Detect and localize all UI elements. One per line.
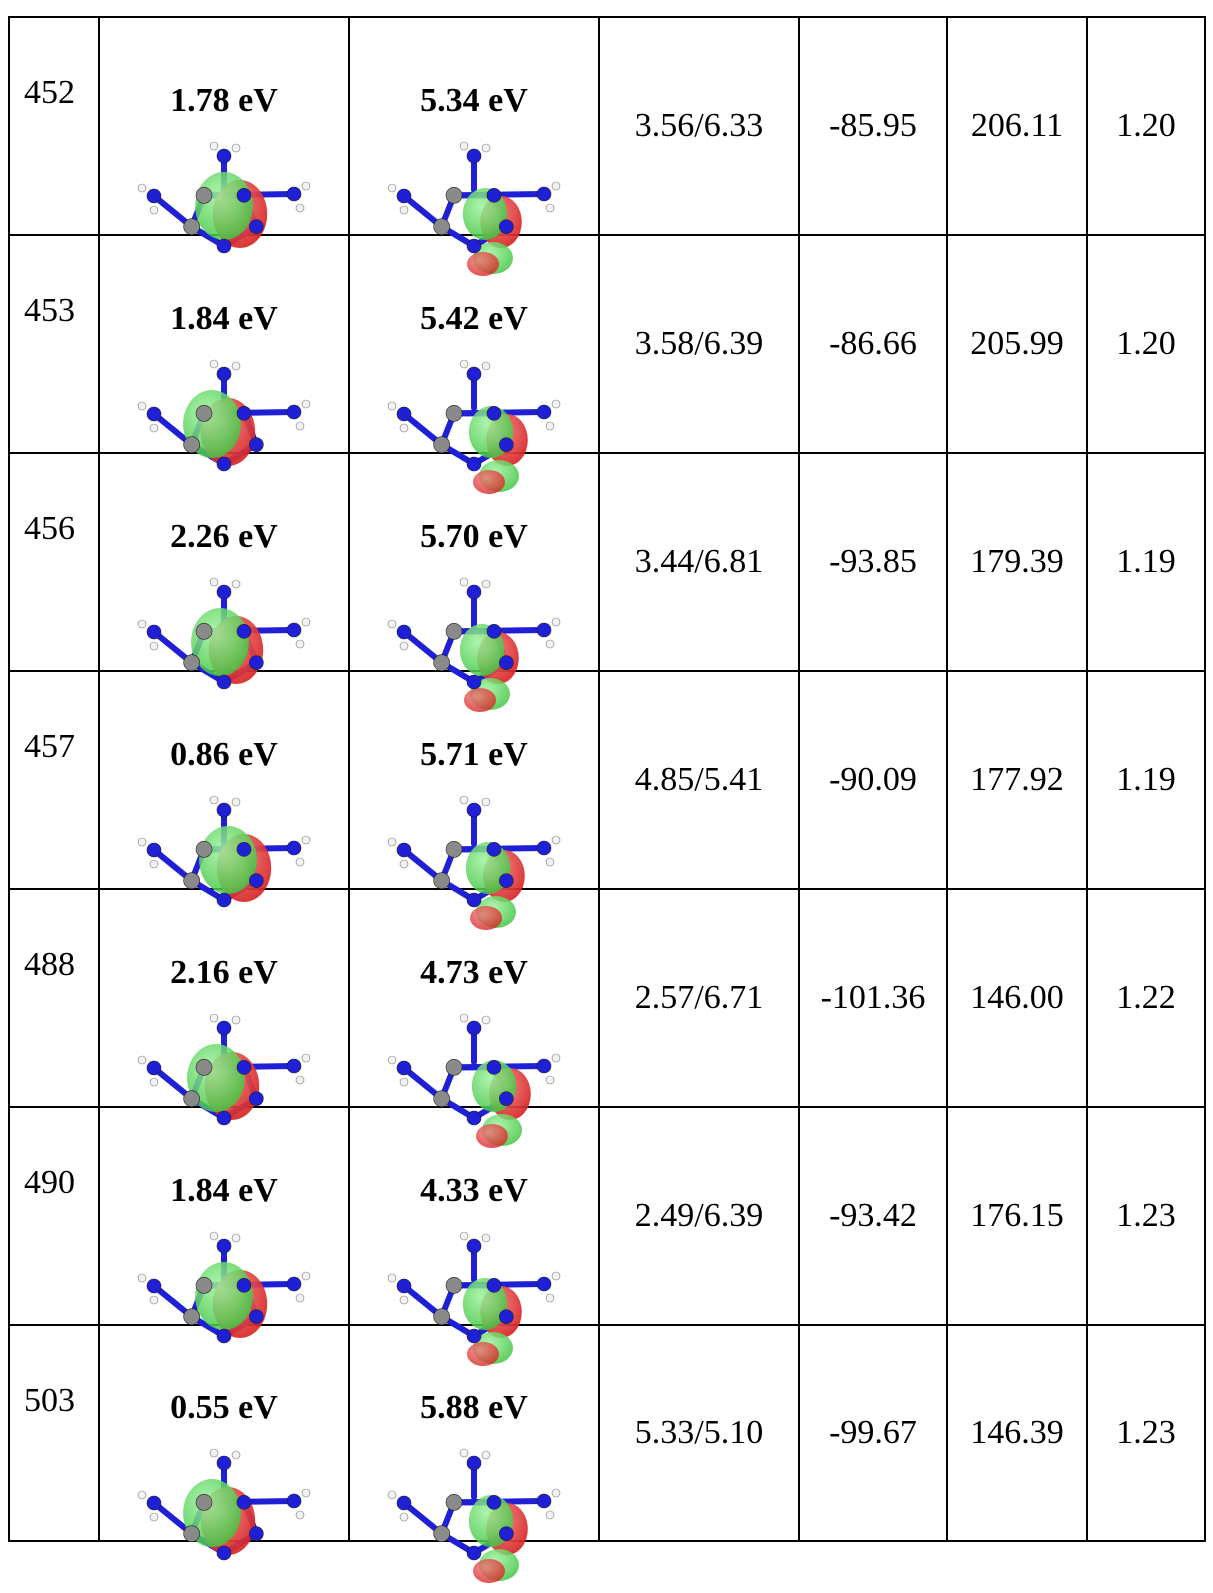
value-cell-3: 5.33/5.10 bbox=[598, 1324, 800, 1542]
value-cell-6: 1.19 bbox=[1086, 670, 1206, 890]
homo-energy-label: 1.78 eV bbox=[170, 82, 278, 119]
value-cell-3: 3.56/6.33 bbox=[598, 16, 800, 236]
lumo-orbital-cell: 5.34 eV bbox=[348, 16, 600, 276]
value-cell-5: 177.92 bbox=[946, 670, 1088, 890]
lumo-orbital-cell: 4.73 eV bbox=[348, 888, 600, 1148]
value-cell-3: 3.44/6.81 bbox=[598, 452, 800, 672]
homo-orbital-cell: 1.78 eV bbox=[98, 16, 350, 254]
lumo-energy-label: 5.70 eV bbox=[420, 518, 528, 555]
homo-orbital-cell: 0.86 eV bbox=[98, 670, 350, 908]
compound-id: 453 bbox=[8, 234, 100, 454]
value-cell-6: 1.23 bbox=[1086, 1106, 1206, 1326]
lumo-orbital-cell: 5.70 eV bbox=[348, 452, 600, 712]
value-cell-4: -90.09 bbox=[798, 670, 948, 890]
value-cell-5: 206.11 bbox=[946, 16, 1088, 236]
value-cell-5: 146.00 bbox=[946, 888, 1088, 1108]
homo-energy-label: 1.84 eV bbox=[170, 1172, 278, 1209]
homo-energy-label: 2.26 eV bbox=[170, 518, 278, 555]
lumo-energy-label: 4.73 eV bbox=[420, 954, 528, 991]
homo-energy-label: 2.16 eV bbox=[170, 954, 278, 991]
value-cell-4: -86.66 bbox=[798, 234, 948, 454]
homo-orbital-cell: 1.84 eV bbox=[98, 1106, 350, 1344]
molecule-orbital-graphic bbox=[137, 1231, 311, 1344]
table-row: 503 0.55 eV 5.88 eV 5.33/5.10 -99.67 146.39 1.… bbox=[8, 1324, 1206, 1583]
lumo-energy-label: 4.33 eV bbox=[420, 1172, 528, 1209]
value-cell-5: 176.15 bbox=[946, 1106, 1088, 1326]
homo-orbital-cell: 2.16 eV bbox=[98, 888, 350, 1126]
compound-id: 457 bbox=[8, 670, 100, 890]
lumo-orbital-cell: 5.42 eV bbox=[348, 234, 600, 494]
value-cell-4: -99.67 bbox=[798, 1324, 948, 1542]
value-cell-5: 205.99 bbox=[946, 234, 1088, 454]
homo-energy-label: 0.55 eV bbox=[170, 1389, 278, 1426]
value-cell-4: -93.85 bbox=[798, 452, 948, 672]
value-cell-3: 2.57/6.71 bbox=[598, 888, 800, 1108]
value-cell-4: -85.95 bbox=[798, 16, 948, 236]
value-cell-6: 1.20 bbox=[1086, 16, 1206, 236]
table-row: 488 2.16 eV 4.73 eV 2.57/6.71 -101.36 146.00 1… bbox=[8, 888, 1206, 1148]
homo-energy-label: 0.86 eV bbox=[170, 736, 278, 773]
lumo-energy-label: 5.34 eV bbox=[420, 82, 528, 119]
molecule-orbital-graphic bbox=[137, 359, 311, 472]
table-row: 453 1.84 eV 5.42 eV 3.58/6.39 -86.66 205.99 1.… bbox=[8, 234, 1206, 494]
molecule-orbital-graphic bbox=[137, 141, 311, 254]
value-cell-3: 4.85/5.41 bbox=[598, 670, 800, 890]
value-cell-3: 3.58/6.39 bbox=[598, 234, 800, 454]
lumo-orbital-cell: 5.71 eV bbox=[348, 670, 600, 930]
value-cell-5: 179.39 bbox=[946, 452, 1088, 672]
value-cell-5: 146.39 bbox=[946, 1324, 1088, 1542]
results-table: 452 1.78 eV 5.34 eV 3.56/6.33 -85.95 206.11 1.… bbox=[8, 16, 1206, 1583]
compound-id: 488 bbox=[8, 888, 100, 1108]
value-cell-6: 1.23 bbox=[1086, 1324, 1206, 1542]
homo-orbital-cell: 2.26 eV bbox=[98, 452, 350, 690]
lumo-energy-label: 5.88 eV bbox=[420, 1389, 528, 1426]
value-cell-3: 2.49/6.39 bbox=[598, 1106, 800, 1326]
lumo-energy-label: 5.71 eV bbox=[420, 736, 528, 773]
molecule-orbital-graphic bbox=[387, 1448, 561, 1583]
table-row: 452 1.78 eV 5.34 eV 3.56/6.33 -85.95 206.11 1.… bbox=[8, 16, 1206, 276]
compound-id: 452 bbox=[8, 16, 100, 236]
lumo-orbital-cell: 4.33 eV bbox=[348, 1106, 600, 1366]
value-cell-4: -93.42 bbox=[798, 1106, 948, 1326]
value-cell-4: -101.36 bbox=[798, 888, 948, 1108]
lumo-orbital-cell: 5.88 eV bbox=[348, 1324, 600, 1583]
table-row: 456 2.26 eV 5.70 eV 3.44/6.81 -93.85 179.39 1.… bbox=[8, 452, 1206, 712]
homo-orbital-cell: 1.84 eV bbox=[98, 234, 350, 472]
compound-id: 503 bbox=[8, 1324, 100, 1542]
molecule-orbital-graphic bbox=[137, 1448, 311, 1561]
compound-id: 490 bbox=[8, 1106, 100, 1326]
table-row: 490 1.84 eV 4.33 eV 2.49/6.39 -93.42 176.15 1.… bbox=[8, 1106, 1206, 1366]
value-cell-6: 1.20 bbox=[1086, 234, 1206, 454]
homo-energy-label: 1.84 eV bbox=[170, 300, 278, 337]
table-row: 457 0.86 eV 5.71 eV 4.85/5.41 -90.09 177.92 1.… bbox=[8, 670, 1206, 930]
value-cell-6: 1.22 bbox=[1086, 888, 1206, 1108]
compound-id: 456 bbox=[8, 452, 100, 672]
lumo-energy-label: 5.42 eV bbox=[420, 300, 528, 337]
value-cell-6: 1.19 bbox=[1086, 452, 1206, 672]
homo-orbital-cell: 0.55 eV bbox=[98, 1324, 350, 1561]
